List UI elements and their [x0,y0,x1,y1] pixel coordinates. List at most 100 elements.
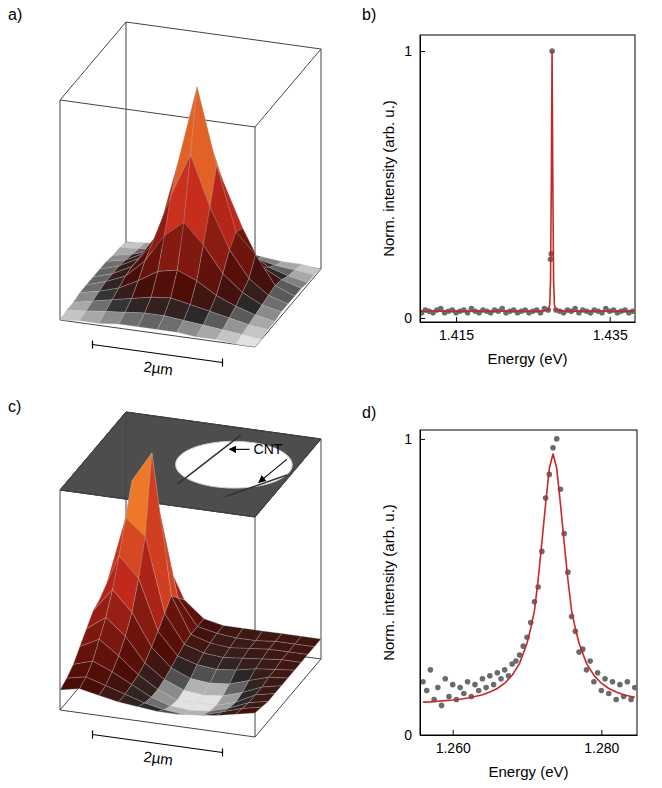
tick-mark [610,317,611,322]
data-point [472,682,478,688]
data-point [554,436,560,442]
surface-panel: 2µm [60,22,321,378]
tick-label: 1 [404,43,412,59]
data-area [420,436,637,708]
panel-label: d) [362,404,376,421]
scale-bar-end [222,749,223,757]
axis-line [420,36,421,323]
scale-bar-end [92,341,93,349]
annotation-arrow [229,449,249,450]
axis-line [420,431,421,736]
surface-cell [236,707,262,714]
box-edge [60,22,126,100]
surface-cell [119,694,145,707]
tick-label: 1.435 [593,327,628,343]
tick: 1.260 [436,730,471,756]
box-edge [60,100,255,127]
data-point [587,658,593,664]
data-point [617,682,623,688]
data-point [420,679,426,685]
tick-mark [420,318,425,319]
tick-mark [420,51,425,52]
y-axis: 01 [404,431,425,743]
surface-cell [262,677,288,687]
axis-line [421,322,636,323]
surface [60,87,321,347]
data-point [483,685,489,691]
box-edge [126,22,127,242]
surface-cell [255,686,281,695]
surface [60,453,321,716]
box-edge [255,49,321,127]
surface-cell [269,670,295,679]
data-point [498,676,504,682]
data-point [461,691,467,697]
data-point [591,679,597,685]
tick-label: 0 [404,310,412,326]
data-point [465,679,471,685]
tick: 1.415 [439,317,474,343]
data-point [491,682,497,688]
scale-bar-end [222,359,223,367]
annotation: CNT [254,441,283,457]
tick-mark [453,730,454,735]
fit-line [423,454,635,702]
tick-label: 1.280 [584,740,619,756]
tick: 1.435 [593,317,628,343]
nanotube [225,475,287,497]
tick-mark [420,735,425,736]
plot-panel: 1.415 1.435 0 1 Energy (eV) Norm. intensity (… [380,35,636,367]
data-point [494,670,500,676]
box-edge [126,412,321,439]
tick-label: 1 [404,431,412,447]
tick: 0 [404,310,425,326]
surface-cell [177,714,203,716]
y-axis-title: Norm. intensity (arb. u.) [380,504,397,661]
tick-label: 1.415 [439,327,474,343]
plot-panel: 1.2601.28001Energy (eV)Norm. intensity (… [380,430,638,780]
data-point [450,682,456,688]
panel-label: c) [8,398,21,415]
tick-mark [420,439,425,440]
x-axis-title: Energy (eV) [488,763,568,780]
data-point [606,691,612,697]
tick: 1.280 [584,730,619,756]
data-point [446,694,452,700]
box-edge [321,439,322,659]
data-point [602,676,608,682]
axis-line [421,735,638,736]
box-edge [60,490,61,710]
plot-frame [420,430,637,735]
nanotube [177,435,241,484]
top-plane [60,412,321,517]
data-point [625,679,631,685]
tick: 0 [404,727,425,743]
hole [176,441,293,488]
y-axis-title: Norm. intensity (arb. u.) [380,100,397,257]
scale-bar-end [92,731,93,739]
panel-label: a) [8,6,22,23]
data-point [487,673,493,679]
scale-bar-label: 2µm [142,358,174,379]
plot-frame [420,35,635,322]
tick-mark [456,317,457,322]
data-point [457,685,463,691]
data-point [513,658,519,664]
data-point [480,676,486,682]
surface-cell [275,660,301,671]
data-area [420,48,635,315]
data-point [435,685,441,691]
data-point [632,685,637,691]
data-point [613,697,619,703]
data-point [599,688,605,694]
surface-cell [138,703,164,712]
tick-label: 0 [404,727,412,743]
data-point [550,445,556,451]
data-point [424,688,430,694]
fit-line [420,51,635,311]
box-edge [60,412,126,490]
x-axis-title: Energy (eV) [487,350,567,367]
x-axis: 1.260 1.280 [421,730,638,756]
data-point [476,688,482,694]
surface-cell [236,335,262,348]
